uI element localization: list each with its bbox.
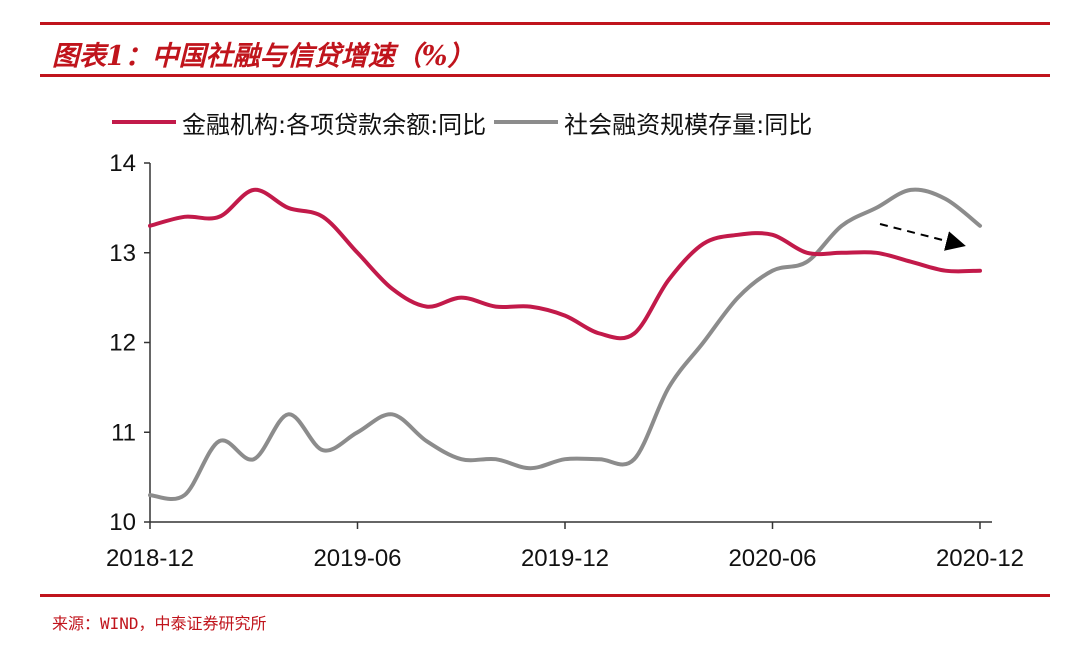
legend: 金融机构:各项贷款余额:同比 社会融资规模存量:同比 [112,104,812,140]
chart-title: 图表1：中国社融与信贷增速（%） [52,41,475,72]
legend-label-loans: 金融机构:各项贷款余额:同比 [182,110,487,139]
legend-swatch-loans [112,120,176,124]
source-note: 来源：WIND，中泰证券研究所 [52,614,267,633]
series-line-tsf [148,187,982,502]
x-tick-label: 2019-12 [521,545,609,572]
y-tick-label: 10 [109,509,136,536]
top-rule [40,22,1050,25]
trend-arrow [879,223,966,251]
legend-label-tsf: 社会融资规模存量:同比 [564,110,813,139]
bottom-rule [40,594,1050,597]
series-line-loans [148,187,982,341]
y-tick-label: 11 [111,419,136,446]
x-tick-label: 2020-06 [728,545,816,572]
x-tick-label: 2020-12 [936,545,1024,572]
title-underline [40,74,1050,77]
y-tick-label: 12 [109,330,136,357]
x-tick-label: 2019-06 [313,545,401,572]
legend-swatch-tsf [494,120,559,124]
x-tick-label: 2018-12 [106,545,194,572]
y-tick-label: 13 [109,240,136,267]
y-tick-label: 14 [109,150,136,177]
